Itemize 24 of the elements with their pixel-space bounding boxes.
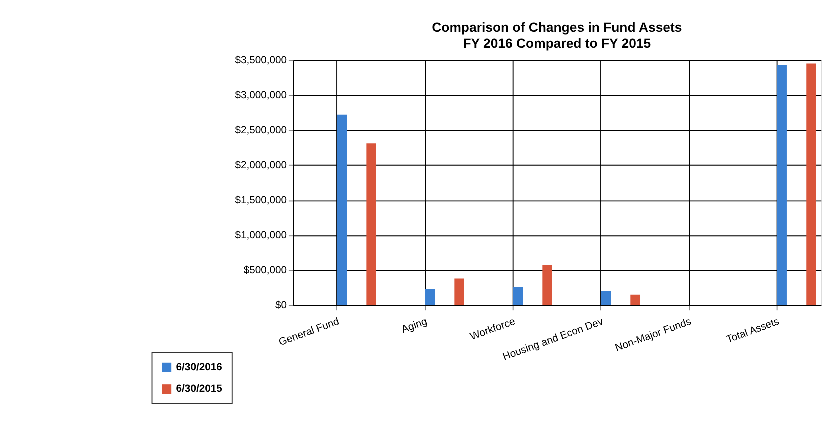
y-tick-label: $3,500,000 bbox=[235, 56, 288, 67]
x-tick-label: Aging bbox=[400, 316, 430, 336]
bar bbox=[425, 289, 436, 306]
bar bbox=[806, 64, 816, 306]
legend-label: 6/30/2015 bbox=[176, 384, 223, 396]
bar bbox=[542, 265, 552, 306]
bar bbox=[777, 65, 787, 306]
y-tick-label: $500,000 bbox=[244, 266, 288, 277]
y-tick-label: $3,000,000 bbox=[235, 90, 288, 102]
y-tick-label: $1,000,000 bbox=[235, 230, 288, 242]
legend-label: 6/30/2016 bbox=[176, 362, 223, 374]
y-tick-label: $2,500,000 bbox=[235, 126, 288, 137]
bar bbox=[630, 294, 640, 306]
chart-subtitle: FY 2016 Compared to FY 2015 bbox=[463, 36, 652, 52]
x-tick-label: Total Assets bbox=[725, 316, 782, 346]
bar bbox=[513, 287, 523, 306]
bar bbox=[601, 291, 611, 306]
chart-title: Comparison of Changes in Fund Assets bbox=[432, 20, 682, 35]
y-tick-label: $0 bbox=[276, 300, 288, 312]
bar bbox=[454, 278, 464, 306]
bar bbox=[337, 114, 348, 306]
y-tick-label: $1,500,000 bbox=[235, 196, 288, 207]
y-tick-label: $2,000,000 bbox=[235, 160, 288, 172]
bar bbox=[366, 144, 376, 306]
